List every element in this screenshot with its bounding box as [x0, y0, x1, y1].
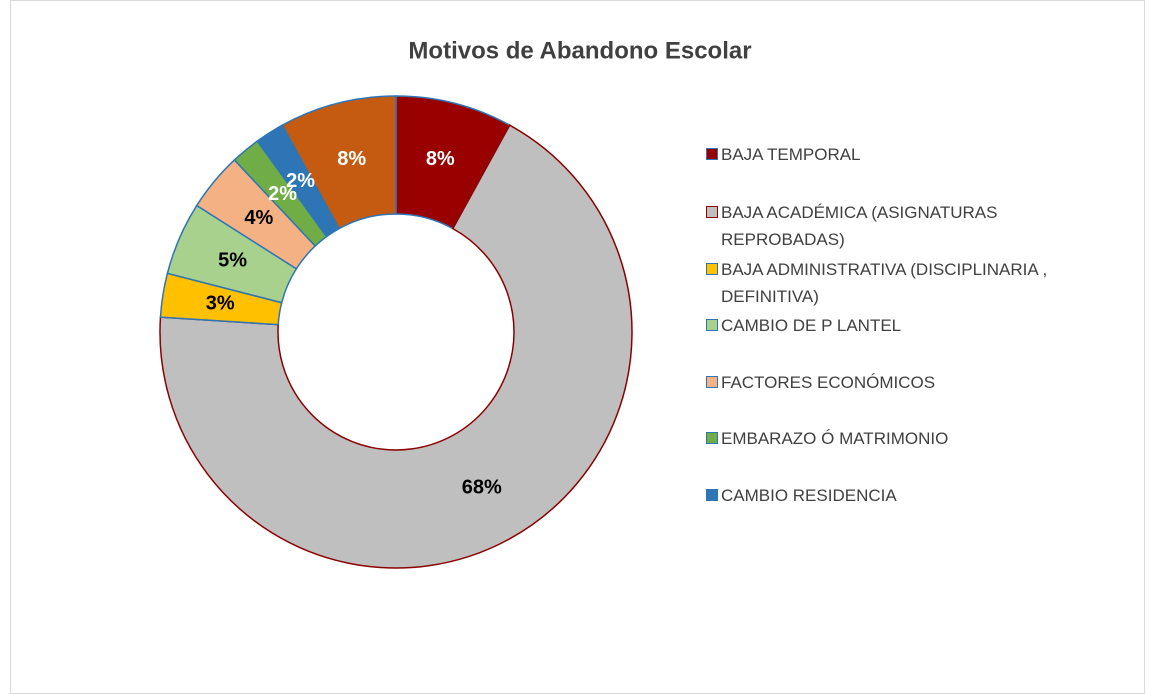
legend-swatch — [706, 432, 718, 444]
data-label: 2% — [286, 170, 315, 192]
data-label: 3% — [206, 292, 235, 314]
legend-entry: EMBARAZO Ó MATRIMONIO — [706, 425, 1076, 452]
data-label: 8% — [426, 148, 455, 170]
legend-entry: FACTORES ECONÓMICOS — [706, 369, 1076, 396]
legend-swatch — [706, 206, 718, 218]
data-label: 68% — [462, 476, 502, 498]
chart-title: Motivos de Abandono Escolar — [408, 37, 751, 64]
legend-label: CAMBIO DE P LANTEL — [721, 316, 902, 335]
legend-label: FACTORES ECONÓMICOS — [721, 373, 936, 392]
legend-label: BAJA ACADÉMICA (ASIGNATURAS REPROBADAS) — [721, 203, 998, 249]
legend-entry: CAMBIO RESIDENCIA — [706, 482, 1076, 509]
legend-swatch — [706, 376, 718, 388]
legend-entry: BAJA ADMINISTRATIVA (DISCIPLINARIA , DEF… — [706, 256, 1076, 310]
legend-label: CAMBIO RESIDENCIA — [721, 486, 897, 505]
legend-swatch — [706, 148, 718, 160]
donut-segment — [281, 95, 397, 230]
donut-segment — [159, 124, 633, 569]
data-label: 5% — [218, 250, 247, 272]
data-label: 2% — [268, 183, 297, 205]
legend-entry: BAJA TEMPORAL — [706, 141, 1076, 168]
legend-label: BAJA ADMINISTRATIVA (DISCIPLINARIA , DEF… — [721, 260, 1048, 306]
legend-swatch — [706, 263, 718, 275]
legend-entry: BAJA ACADÉMICA (ASIGNATURAS REPROBADAS) — [706, 199, 1076, 253]
data-label: 8% — [337, 148, 366, 170]
legend-label: BAJA TEMPORAL — [721, 145, 861, 164]
legend-label: EMBARAZO Ó MATRIMONIO — [721, 429, 949, 448]
legend-swatch — [706, 319, 718, 331]
legend-swatch — [706, 489, 718, 501]
data-label: 4% — [244, 207, 273, 229]
legend-entry: CAMBIO DE P LANTEL — [706, 312, 1076, 339]
